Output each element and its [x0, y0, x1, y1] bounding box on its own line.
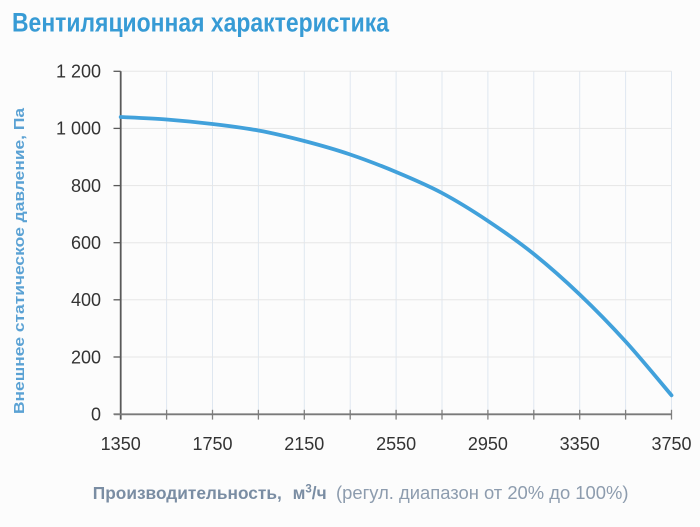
svg-text:1350: 1350 [101, 434, 141, 454]
svg-text:800: 800 [71, 176, 101, 196]
svg-text:(регул. диапазон от 20% до 100: (регул. диапазон от 20% до 100%) [336, 482, 628, 503]
svg-text:3350: 3350 [560, 434, 600, 454]
svg-text:Вентиляционная характеристика: Вентиляционная характеристика [12, 7, 389, 37]
svg-text:600: 600 [71, 233, 101, 253]
svg-text:2950: 2950 [468, 434, 508, 454]
svg-text:200: 200 [71, 347, 101, 367]
svg-text:м3/ч: м3/ч [293, 483, 327, 503]
svg-text:3750: 3750 [651, 434, 691, 454]
svg-text:1 200: 1 200 [56, 62, 101, 82]
svg-text:2550: 2550 [376, 434, 416, 454]
svg-text:Внешнее статическое давление,: Внешнее статическое давление, Па [11, 107, 28, 414]
svg-text:1750: 1750 [192, 434, 232, 454]
svg-text:2150: 2150 [284, 434, 324, 454]
svg-text:400: 400 [71, 290, 101, 310]
svg-text:1 000: 1 000 [56, 119, 101, 139]
svg-text:Производительность,: Производительность, [93, 483, 282, 503]
svg-text:0: 0 [91, 404, 101, 424]
